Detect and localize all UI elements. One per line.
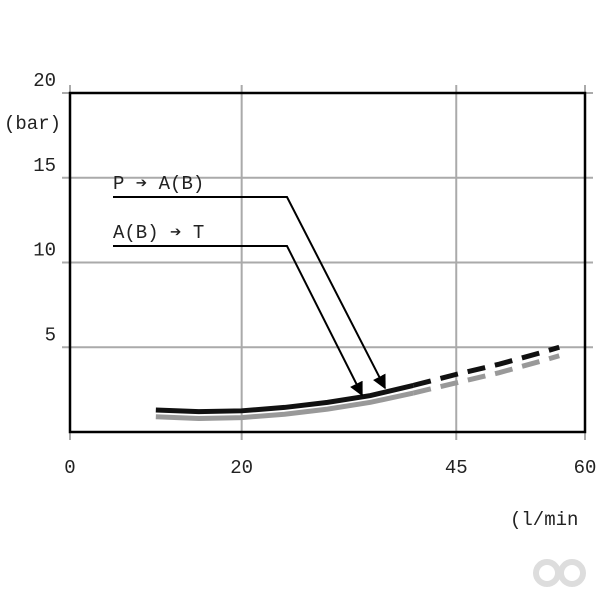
y-tick-label: 10 (33, 240, 56, 262)
y-tick-label: 15 (33, 155, 56, 177)
series-line (155, 382, 414, 415)
annotation-arrow (113, 196, 386, 390)
y-tick-label: 5 (45, 324, 56, 346)
y-tick-label: 20 (33, 70, 56, 92)
annotation: A(B) ➔ T (113, 222, 204, 244)
annotation: P ➔ A(B) (113, 173, 204, 195)
x-tick-label: 45 (445, 457, 468, 479)
series-line (412, 344, 560, 388)
logo (533, 559, 586, 587)
plot-frame (68, 91, 587, 434)
x-tick-label: 60 (574, 457, 597, 479)
series-line (155, 390, 414, 421)
annotation-arrow (113, 245, 363, 397)
x-tick-label: 20 (230, 457, 253, 479)
grid (62, 85, 593, 440)
x-tick-label: 0 (64, 457, 75, 479)
plot (155, 344, 560, 421)
x-axis-label: (l/min (510, 509, 578, 531)
series-line (412, 353, 560, 396)
y-axis-label: (bar) (4, 113, 61, 135)
